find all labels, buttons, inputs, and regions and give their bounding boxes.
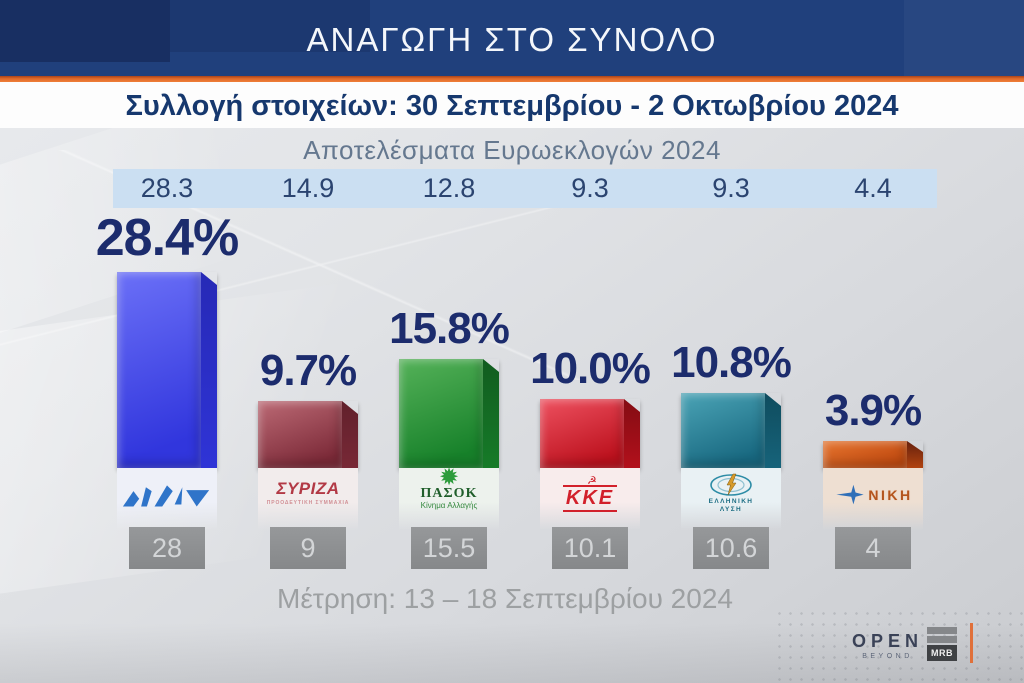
party-column: 28.4% 28 — [96, 0, 239, 683]
poll-bar — [399, 359, 499, 468]
bar-pedestal — [823, 468, 923, 530]
measurement-caption: Μέτρηση: 13 – 18 Σεπτεμβρίου 2024 — [277, 583, 733, 614]
bar-side — [624, 399, 640, 468]
euro-result-value: 12.8 — [422, 173, 476, 203]
euro-result-value: 9.3 — [571, 173, 609, 203]
bar-pedestal — [258, 468, 358, 530]
elliniki-lysi-logo-text2: ΛΥΣΗ — [719, 505, 743, 513]
previous-measurement-value: 28 — [151, 533, 183, 563]
hammer-sickle-icon: ☭ — [587, 475, 597, 487]
bar-side — [765, 393, 781, 468]
pasok-sun-icon: ✹ — [438, 464, 460, 491]
syriza-logo-text: ΣΥΡΙΖΑ — [276, 479, 340, 498]
poll-bar — [681, 393, 781, 468]
open-channel-logo: OPEN BEYOND — [852, 631, 923, 660]
party-column: 15.8% ✹ ΠΑΣΟΚ Κίνημα Αλλαγής 15.5 — [379, 0, 519, 683]
previous-measurement-box: 28 — [129, 527, 205, 569]
mrb-logo-text: MRB — [927, 645, 957, 661]
title-bar-texture — [0, 0, 170, 62]
party-column: 9.7% ΣΥΡΙΖΑ ΠΡΟΟΔΕΥΤΙΚΗ ΣΥΜΜΑΧΙΑ 9 — [238, 0, 378, 683]
nd-logo-icon — [122, 485, 210, 507]
poll-percent-label: 28.4% — [95, 209, 239, 267]
party-logo — [112, 470, 222, 526]
subtitle-band: Συλλογή στοιχείων: 30 Σεπτεμβρίου - 2 Οκ… — [0, 82, 1024, 128]
previous-measurement-value: 9 — [300, 533, 316, 563]
euro-result-value: 14.9 — [281, 173, 335, 203]
niki-logo: ΝΙΚΗ — [833, 484, 912, 506]
bar-side — [907, 441, 923, 468]
previous-measurement-box: 10.6 — [693, 527, 769, 569]
euro-results-label: Αποτελέσματα Ευρωεκλογών 2024 — [303, 135, 721, 165]
elliniki-lysi-logo-text: ΕΛΛΗΝΙΚΗ — [708, 498, 754, 505]
bar-face — [540, 399, 624, 468]
poll-percent-label: 10.8% — [671, 338, 792, 387]
poll-bar — [823, 441, 923, 468]
bar-face — [399, 359, 483, 468]
party-logo: ☭ KKE — [535, 470, 645, 526]
bar-pedestal — [540, 468, 640, 530]
title-bar-texture — [904, 0, 1024, 76]
party-logo: ✹ ΠΑΣΟΚ Κίνημα Αλλαγής — [394, 464, 504, 526]
poll-bar — [117, 272, 217, 468]
party-logo: ΝΙΚΗ — [818, 470, 928, 526]
background-shade — [0, 623, 1024, 683]
page-title: ΑΝΑΓΩΓΗ ΣΤΟ ΣΥΝΟΛΟ — [306, 21, 718, 58]
bar-face — [681, 393, 765, 468]
title-bar: ΑΝΑΓΩΓΗ ΣΤΟ ΣΥΝΟΛΟ — [0, 0, 1024, 76]
previous-measurement-box: 4 — [835, 527, 911, 569]
bar-side — [201, 272, 217, 468]
party-column: 10.8% ΕΛΛΗΝΙΚΗ ΛΥΣΗ 10.6 — [661, 0, 801, 683]
previous-measurement-box: 15.5 — [411, 527, 487, 569]
previous-measurement-value: 15.5 — [422, 533, 476, 563]
open-logo-subtext: BEYOND — [862, 653, 913, 660]
title-divider — [0, 76, 1024, 82]
poll-bar — [258, 401, 358, 468]
open-logo-text: OPEN — [852, 631, 924, 651]
previous-measurement-box: 9 — [270, 527, 346, 569]
bar-side — [342, 401, 358, 468]
mrb-logo: MRB — [927, 627, 957, 661]
bar-side — [483, 359, 499, 468]
party-logo: ΕΛΛΗΝΙΚΗ ΛΥΣΗ — [676, 470, 786, 526]
bar-face — [823, 441, 907, 468]
kke-logo: ☭ KKE — [562, 475, 618, 512]
elliniki-lysi-logo-icon — [710, 473, 752, 496]
dot-pattern — [774, 608, 1024, 683]
euro-results-band: 28.3 14.9 12.8 9.3 9.3 4.4 — [113, 169, 937, 208]
previous-measurement-value: 4 — [865, 533, 881, 563]
brand-divider — [970, 623, 973, 663]
title-bar-texture — [170, 0, 370, 52]
previous-measurement-value: 10.1 — [563, 533, 617, 563]
euro-result-value: 9.3 — [712, 173, 750, 203]
branding: OPEN BEYOND MRB — [804, 613, 1024, 683]
syriza-logo-subtext: ΠΡΟΟΔΕΥΤΙΚΗ ΣΥΜΜΑΧΙΑ — [266, 500, 350, 506]
poll-bar — [540, 399, 640, 468]
party-column: 3.9% ΝΙΚΗ 4 — [803, 0, 943, 683]
mrb-logo-bar — [927, 627, 957, 634]
poll-percent-label: 3.9% — [824, 386, 922, 435]
niki-logo-text: ΝΙΚΗ — [868, 487, 913, 503]
pasok-logo-subtext: Κίνημα Αλλαγής — [420, 501, 478, 510]
mrb-logo-bar — [927, 636, 957, 643]
collection-period-label: Συλλογή στοιχείων: 30 Σεπτεμβρίου - 2 Οκ… — [125, 90, 899, 122]
poll-percent-label: 10.0% — [530, 344, 651, 393]
pasok-logo-text: ΠΑΣΟΚ — [420, 486, 478, 501]
poll-percent-label: 15.8% — [389, 304, 510, 353]
euro-result-value: 4.4 — [854, 173, 892, 203]
previous-measurement-box: 10.1 — [552, 527, 628, 569]
poll-percent-label: 9.7% — [259, 346, 357, 395]
party-column: 10.0% ☭ KKE 10.1 — [520, 0, 660, 683]
bar-face — [258, 401, 342, 468]
bar-face — [117, 272, 201, 468]
party-logo: ΣΥΡΙΖΑ ΠΡΟΟΔΕΥΤΙΚΗ ΣΥΜΜΑΧΙΑ — [253, 470, 363, 526]
niki-star-icon — [836, 484, 864, 505]
euro-result-value: 28.3 — [140, 173, 194, 203]
kke-logo-text: KKE — [562, 485, 618, 512]
bar-pedestal — [399, 468, 499, 530]
previous-measurement-value: 10.6 — [704, 533, 758, 563]
